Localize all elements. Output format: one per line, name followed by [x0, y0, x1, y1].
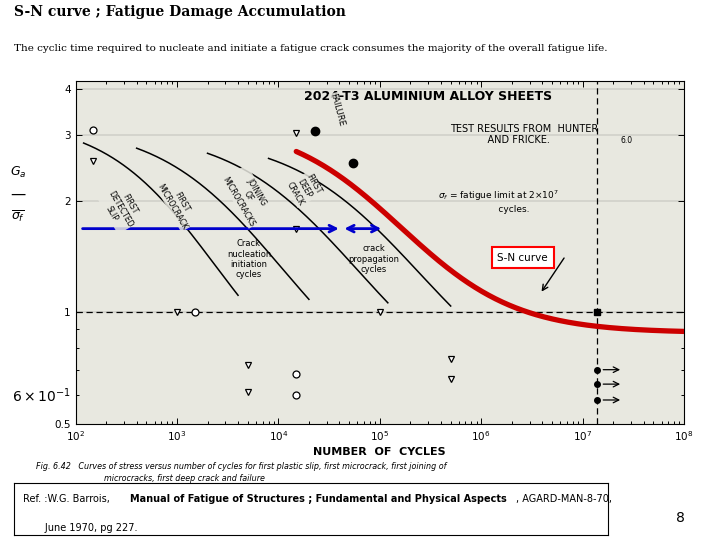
Text: FIRST
DEEP
CRACK: FIRST DEEP CRACK	[285, 170, 323, 207]
Text: S-N curve ; Fatigue Damage Accumulation: S-N curve ; Fatigue Damage Accumulation	[14, 5, 346, 19]
Text: FAILURE: FAILURE	[328, 92, 346, 127]
Text: TEST RESULTS FROM  HUNTER
            AND FRICKE.: TEST RESULTS FROM HUNTER AND FRICKE.	[450, 124, 598, 145]
Text: 8: 8	[676, 511, 685, 525]
Text: $\sigma_f$ = fatigue limit at 2$\times$10$^7$
                     cycles.: $\sigma_f$ = fatigue limit at 2$\times$1…	[438, 189, 559, 214]
Text: JOINING
OF
MICROCRACKS: JOINING OF MICROCRACKS	[221, 165, 275, 228]
Text: FIRST
DETECTED
SLIP: FIRST DETECTED SLIP	[98, 184, 144, 234]
Text: , AGARD-MAN-8-70,: , AGARD-MAN-8-70,	[516, 494, 612, 504]
Text: June 1970, pg 227.: June 1970, pg 227.	[23, 523, 138, 534]
Text: —: —	[10, 187, 26, 202]
Text: 2024-T3 ALUMINIUM ALLOY SHEETS: 2024-T3 ALUMINIUM ALLOY SHEETS	[305, 90, 552, 103]
X-axis label: NUMBER  OF  CYCLES: NUMBER OF CYCLES	[313, 447, 446, 457]
Text: S-N curve: S-N curve	[498, 253, 548, 262]
Text: Manual of Fatigue of Structures ; Fundamental and Physical Aspects: Manual of Fatigue of Structures ; Fundam…	[130, 494, 507, 504]
Text: The cyclic time required to nucleate and initiate a fatigue crack consumes the m: The cyclic time required to nucleate and…	[14, 44, 608, 53]
Text: $G_a$: $G_a$	[10, 165, 26, 180]
Text: FIRST
MICROCRACK: FIRST MICROCRACK	[156, 178, 198, 232]
Text: crack
propagation
cycles: crack propagation cycles	[348, 245, 399, 274]
Text: Ref. :W.G. Barrois,: Ref. :W.G. Barrois,	[23, 494, 113, 504]
Text: Crack
nucleation
initiation
cycles: Crack nucleation initiation cycles	[227, 239, 271, 279]
Text: Fig. 6.42   Curves of stress versus number of cycles for first plastic slip, fir: Fig. 6.42 Curves of stress versus number…	[36, 462, 446, 471]
Text: $\overline{\sigma_f}$: $\overline{\sigma_f}$	[11, 208, 25, 224]
Text: 6.0: 6.0	[620, 136, 632, 145]
Text: microcracks, first deep crack and failure: microcracks, first deep crack and failur…	[104, 474, 265, 483]
